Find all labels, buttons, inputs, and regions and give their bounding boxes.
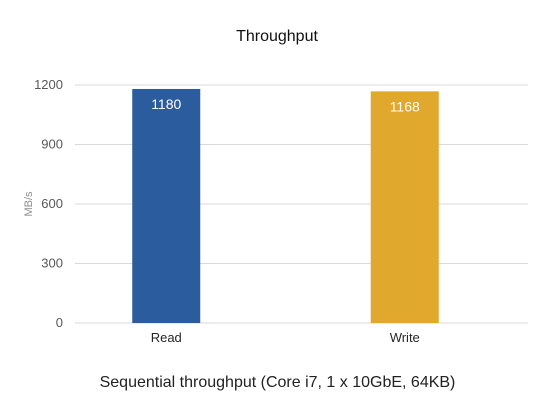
bar-write <box>370 91 439 323</box>
y-tick-label: 0 <box>56 315 63 330</box>
x-category-label: Read <box>151 330 182 345</box>
y-tick-label: 600 <box>41 196 63 211</box>
bar-read <box>132 88 201 323</box>
y-tick-label: 900 <box>41 137 63 152</box>
data-label-write: 1168 <box>390 98 420 114</box>
y-axis-title: MB/s <box>23 191 35 217</box>
x-category-label: Write <box>390 330 420 345</box>
y-tick-label: 300 <box>41 256 63 271</box>
y-tick-label: 1200 <box>34 77 63 92</box>
data-label-read: 1180 <box>151 96 181 112</box>
chart-title: Throughput <box>236 28 318 45</box>
figure-caption: Sequential throughput (Core i7, 1 x 10Gb… <box>99 374 456 391</box>
